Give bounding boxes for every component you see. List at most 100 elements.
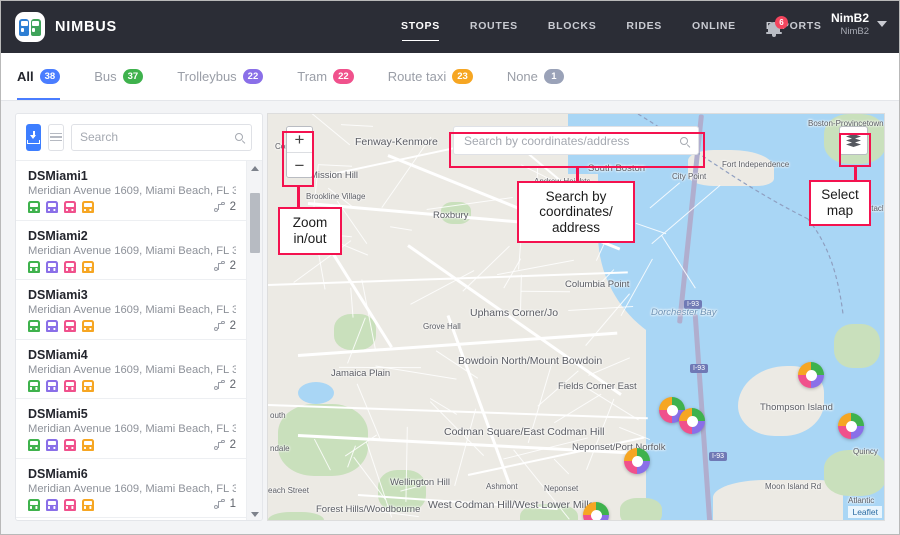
list-item[interactable]: DSMiami6 Meridian Avenue 1609, Miami Bea… <box>16 459 248 519</box>
map-search-box[interactable] <box>453 126 699 155</box>
stop-address: Meridian Avenue 1609, Miami Beach, FL 33… <box>28 245 236 257</box>
taxi-icon <box>82 499 94 511</box>
list-item[interactable]: DSMiami5 Meridian Avenue 1609, Miami Bea… <box>16 399 248 459</box>
route-count-value: 1 <box>230 498 236 510</box>
map-label: Codman Square/East Codman Hill <box>444 426 605 438</box>
map-stop-marker[interactable] <box>624 448 650 474</box>
stop-address: Meridian Avenue 1609, Miami Beach, FL 33… <box>28 483 236 495</box>
bus-icon <box>28 380 40 392</box>
map-stop-marker[interactable] <box>583 502 609 521</box>
route-icon <box>214 440 226 450</box>
mode-icons <box>28 261 94 273</box>
park-green-5 <box>620 498 662 521</box>
scrollbar-thumb[interactable] <box>250 193 260 253</box>
trolleybus-icon <box>46 320 58 332</box>
tab-route-taxi[interactable]: Route taxi 23 <box>388 53 473 100</box>
map-label: Ashmont <box>486 482 518 491</box>
content-area: DSMiami1 Meridian Avenue 1609, Miami Bea… <box>1 101 899 534</box>
map-label: Fort Independence <box>722 160 789 169</box>
list-item[interactable]: DSMiami3 Meridian Avenue 1609, Miami Bea… <box>16 280 248 340</box>
map-label: Uphams Corner/Jo <box>470 307 558 319</box>
tab-tram[interactable]: Tram 22 <box>297 53 353 100</box>
list-item[interactable]: DSMiami2 Meridian Avenue 1609, Miami Bea… <box>16 221 248 281</box>
stop-name: DSMiami2 <box>28 229 236 243</box>
route-count: 2 <box>214 439 236 451</box>
list-item[interactable]: DSMiami4 Meridian Avenue 1609, Miami Bea… <box>16 340 248 400</box>
park-green-8 <box>824 450 885 496</box>
map-stop-marker[interactable] <box>798 362 824 388</box>
map-label: Neponset/Port Norfolk <box>572 442 665 453</box>
road-texture <box>521 290 570 291</box>
map-label: Columbia Point <box>565 279 629 290</box>
taxi-icon <box>82 320 94 332</box>
stop-address: Meridian Avenue 1609, Miami Beach, FL 33… <box>28 304 236 316</box>
nav-item-online[interactable]: ONLINE <box>692 20 736 34</box>
bus-icon <box>28 261 40 273</box>
trolleybus-icon <box>46 261 58 273</box>
sidebar-search[interactable] <box>71 124 252 151</box>
map-label: Fields Corner East <box>558 381 637 392</box>
scroll-up-arrow-icon[interactable] <box>251 166 259 171</box>
zoom-out-button[interactable]: − <box>287 152 312 177</box>
tab-all[interactable]: All 38 <box>17 53 60 100</box>
search-annotation-text: Search by coordinates/address <box>539 189 613 236</box>
tab-none-label: None <box>507 69 538 84</box>
highway-shield-3: I-93 <box>709 452 727 461</box>
trolleybus-icon <box>46 499 58 511</box>
taxi-icon <box>82 380 94 392</box>
top-navigation-bar: NIMBUS STOPS ROUTES BLOCKS RIDES ONLINE … <box>1 1 899 53</box>
zoom-in-button[interactable]: + <box>287 127 312 152</box>
tram-icon <box>64 499 76 511</box>
list-icon <box>50 133 62 142</box>
scroll-down-arrow-icon[interactable] <box>251 512 259 517</box>
list-item[interactable]: DSMiami1 Meridian Avenue 1609, Miami Bea… <box>16 161 248 221</box>
map-label: Jamaica Plain <box>331 368 390 379</box>
route-count: 2 <box>214 379 236 391</box>
route-count-value: 2 <box>230 379 236 391</box>
stop-address: Meridian Avenue 1609, Miami Beach, FL 33… <box>28 364 236 376</box>
sidebar-scrollbar[interactable] <box>246 161 262 521</box>
map-label: Dorchester Bay <box>651 307 716 318</box>
app-root: NIMBUS STOPS ROUTES BLOCKS RIDES ONLINE … <box>0 0 900 535</box>
route-icon <box>214 321 226 331</box>
map-label: Atlantic <box>848 496 874 505</box>
route-count-value: 2 <box>230 201 236 213</box>
map-label: West Codman Hill/West Lower Mills <box>428 499 594 511</box>
notifications-button[interactable]: 6 <box>766 18 786 40</box>
tab-bus[interactable]: Bus 37 <box>94 53 143 100</box>
tab-tram-label: Tram <box>297 69 327 84</box>
route-icon <box>214 380 226 390</box>
nav-item-routes[interactable]: ROUTES <box>470 20 518 34</box>
leaflet-attribution[interactable]: Leaflet <box>848 506 882 518</box>
map-stop-marker[interactable] <box>679 408 705 434</box>
mode-icons <box>28 201 94 213</box>
stop-name: DSMiami6 <box>28 467 236 481</box>
map-label: South Boston <box>588 163 645 174</box>
tram-icon <box>64 320 76 332</box>
map-label: Forest Hills/Woodbourne <box>316 504 420 515</box>
brand[interactable]: NIMBUS <box>15 12 117 42</box>
map-label: Fenway-Kenmore <box>355 136 438 148</box>
nav-item-blocks[interactable]: BLOCKS <box>548 20 597 34</box>
nav-item-rides[interactable]: RIDES <box>626 20 662 34</box>
stops-list: DSMiami1 Meridian Avenue 1609, Miami Bea… <box>16 161 248 518</box>
bell-clapper-icon <box>772 34 776 37</box>
tab-trolleybus[interactable]: Trolleybus 22 <box>177 53 263 100</box>
map-search-input[interactable] <box>464 134 680 148</box>
map-stop-marker[interactable] <box>838 413 864 439</box>
zoom-annotation-connector <box>297 187 300 209</box>
tab-none[interactable]: None 1 <box>507 53 564 100</box>
stop-address: Meridian Avenue 1609, Miami Beach, FL 33… <box>28 185 236 197</box>
transport-type-tabbar: All 38 Bus 37 Trolleybus 22 Tram 22 Rout… <box>1 53 899 101</box>
tab-bus-badge: 37 <box>123 69 144 84</box>
list-view-button[interactable] <box>48 124 64 151</box>
nav-item-stops[interactable]: STOPS <box>401 20 440 34</box>
zoom-annotation-text: Zoom in/out <box>293 215 328 246</box>
import-button[interactable] <box>26 124 41 151</box>
route-count: 2 <box>214 320 236 332</box>
search-input[interactable] <box>80 130 235 144</box>
park-green-9 <box>834 324 880 368</box>
bus-logo-icon <box>15 12 45 42</box>
select-map-button[interactable] <box>839 126 868 155</box>
user-menu[interactable]: NimB2 NimB2 <box>831 11 887 38</box>
